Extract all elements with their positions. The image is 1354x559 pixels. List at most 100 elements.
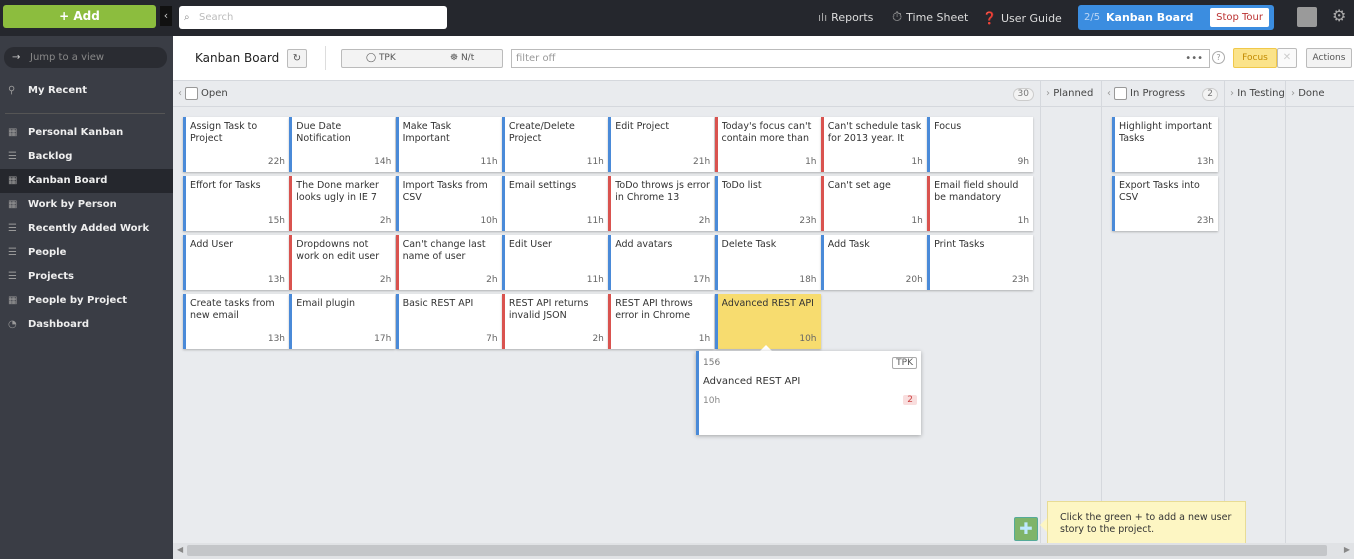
column-count: 30	[1012, 88, 1034, 101]
tour-title: Kanban Board	[1106, 11, 1194, 24]
card-hours: 11h	[586, 216, 604, 226]
add-story-button[interactable]: ✚	[1014, 517, 1038, 541]
task-card[interactable]: The Done marker looks ugly in IE 7 2h	[289, 176, 396, 231]
task-card[interactable]: Add avatars 17h	[608, 235, 715, 290]
sidebar: → Jump to a view ⚲ My Recent ▦ Personal Kan…	[0, 36, 173, 559]
column-header-planned[interactable]: › Planned	[1041, 81, 1101, 107]
column-header-done[interactable]: › Done	[1286, 81, 1354, 107]
sidebar-item-people[interactable]: ☰ People	[0, 241, 173, 265]
search-input[interactable]: ⌕ Search	[179, 6, 447, 29]
project-selector[interactable]: ◯ TPK	[366, 53, 396, 63]
task-card[interactable]: Can't set age 1h	[820, 176, 927, 231]
card-hours: 23h	[1196, 216, 1214, 226]
card-hours: 1h	[1017, 216, 1030, 226]
collapse-left-icon[interactable]: ‹	[178, 88, 182, 99]
sidebar-item-kanban-board[interactable]: ▦ Kanban Board	[0, 169, 173, 193]
task-card[interactable]: Create tasks from new email 13h	[183, 294, 289, 349]
task-card[interactable]: REST API throws error in Chrome 1h	[608, 294, 715, 349]
task-card[interactable]: Print Tasks 23h	[927, 235, 1034, 290]
task-card[interactable]: Edit User 11h	[501, 235, 608, 290]
card-hours: 11h	[480, 157, 498, 167]
task-card[interactable]: Add User 13h	[183, 235, 289, 290]
task-card[interactable]: Dropdowns not work on edit user 2h	[289, 235, 396, 290]
task-card[interactable]: REST API returns invalid JSON 2h	[501, 294, 608, 349]
user-selector[interactable]: ☸ N/t	[450, 53, 475, 63]
user-label: N/t	[460, 53, 475, 63]
task-card[interactable]: Today's focus can't contain more than 1h	[714, 117, 821, 172]
scroll-right-icon[interactable]: ▶	[1343, 545, 1350, 554]
reports-link[interactable]: ılı Reports	[818, 0, 873, 36]
task-card[interactable]: Email plugin 17h	[289, 294, 396, 349]
board-icon: ▦	[8, 175, 18, 186]
select-all-checkbox[interactable]	[185, 86, 198, 100]
sidebar-item-backlog[interactable]: ☰ Backlog	[0, 145, 173, 169]
filter-input[interactable]: filter off •••	[511, 49, 1210, 68]
focus-button[interactable]: Focus	[1233, 48, 1277, 68]
task-card[interactable]: Export Tasks into CSV 23h	[1112, 176, 1218, 231]
card-title: ToDo throws js error in Chrome 13	[615, 180, 710, 203]
column-title: Done	[1298, 88, 1325, 99]
jump-to-view-input[interactable]: → Jump to a view	[4, 47, 167, 68]
refresh-icon: ↻	[292, 53, 302, 64]
card-hours: 11h	[586, 275, 604, 285]
sidebar-item-my-recent[interactable]: ⚲ My Recent	[0, 79, 173, 103]
task-card[interactable]: Highlight important Tasks 13h	[1112, 117, 1218, 172]
select-all-checkbox[interactable]	[1114, 86, 1127, 100]
sidebar-item-label: People	[28, 247, 67, 258]
sidebar-item-label: Work by Person	[28, 199, 117, 210]
user-guide-link[interactable]: ❓ User Guide	[982, 0, 1062, 36]
task-card[interactable]: Create/Delete Project 11h	[501, 117, 608, 172]
collapse-left-icon[interactable]: ‹	[1107, 88, 1111, 99]
clear-focus-button[interactable]: ✕	[1277, 48, 1297, 68]
task-card[interactable]: Basic REST API 7h	[395, 294, 502, 349]
add-button[interactable]: + Add	[3, 5, 156, 28]
refresh-button[interactable]: ↻	[287, 49, 307, 68]
sidebar-item-personal-kanban[interactable]: ▦ Personal Kanban	[0, 121, 173, 145]
card-hours: 2h	[486, 275, 498, 285]
task-card[interactable]: Focus 9h	[927, 117, 1034, 172]
task-card[interactable]: Email field should be mandatory 1h	[927, 176, 1034, 231]
card-hours: 21h	[693, 157, 711, 167]
column-title: In Progress	[1130, 88, 1186, 99]
scrollbar-thumb[interactable]	[187, 545, 1327, 556]
sidebar-item-people-by-project[interactable]: ▦ People by Project	[0, 289, 173, 313]
card-title: Create/Delete Project	[508, 121, 575, 144]
task-card[interactable]: Due Date Notification 14h	[289, 117, 396, 172]
task-card[interactable]: Edit Project 21h	[608, 117, 715, 172]
column-header-in-testing[interactable]: › In Testing	[1225, 81, 1285, 107]
column-title: In Testing	[1237, 88, 1285, 99]
card-title: Basic REST API	[402, 298, 474, 309]
task-card[interactable]: ToDo list 23h	[714, 176, 821, 231]
column-divider	[1285, 81, 1286, 543]
user-avatar[interactable]	[1297, 7, 1317, 27]
column-count: 2	[1202, 88, 1218, 101]
task-card[interactable]: Delete Task 18h	[714, 235, 821, 290]
task-card[interactable]: Can't schedule task for 2013 year. It 1h	[820, 117, 927, 172]
timesheet-link[interactable]: ⏱ Time Sheet	[892, 0, 968, 36]
project-user-selector[interactable]: ◯ TPK ☸ N/t	[341, 49, 503, 68]
task-card[interactable]: Add Task 20h	[820, 235, 927, 290]
card-title: Edit User	[508, 239, 552, 250]
scroll-left-icon[interactable]: ◀	[177, 545, 184, 554]
actions-button[interactable]: Actions	[1306, 48, 1352, 68]
board-icon: ▦	[8, 127, 18, 138]
task-card[interactable]: Effort for Tasks 15h	[183, 176, 289, 231]
sidebar-item-work-by-person[interactable]: ▦ Work by Person	[0, 193, 173, 217]
collapse-sidebar-button[interactable]: ‹	[160, 6, 172, 26]
stop-tour-button[interactable]: Stop Tour	[1210, 8, 1269, 27]
task-card[interactable]: Import Tasks from CSV 10h	[395, 176, 502, 231]
sidebar-item-recently-added-work[interactable]: ☰ Recently Added Work	[0, 217, 173, 241]
task-card[interactable]: Advanced REST API 10h	[714, 294, 821, 349]
task-card[interactable]: ToDo throws js error in Chrome 13 2h	[608, 176, 715, 231]
task-card[interactable]: Assign Task to Project 22h	[183, 117, 289, 172]
filter-help-icon[interactable]: ?	[1212, 51, 1225, 64]
sidebar-item-projects[interactable]: ☰ Projects	[0, 265, 173, 289]
more-icon[interactable]: •••	[1185, 53, 1203, 64]
card-popup[interactable]: 156 TPK Advanced REST API 10h 2	[696, 351, 921, 435]
task-card[interactable]: Make Task Important 11h	[395, 117, 502, 172]
gear-icon[interactable]: ⚙	[1332, 6, 1347, 25]
task-card[interactable]: Can't change last name of user 2h	[395, 235, 502, 290]
sidebar-item-label: Backlog	[28, 151, 73, 162]
sidebar-item-dashboard[interactable]: ◔ Dashboard	[0, 313, 173, 337]
task-card[interactable]: Email settings 11h	[501, 176, 608, 231]
